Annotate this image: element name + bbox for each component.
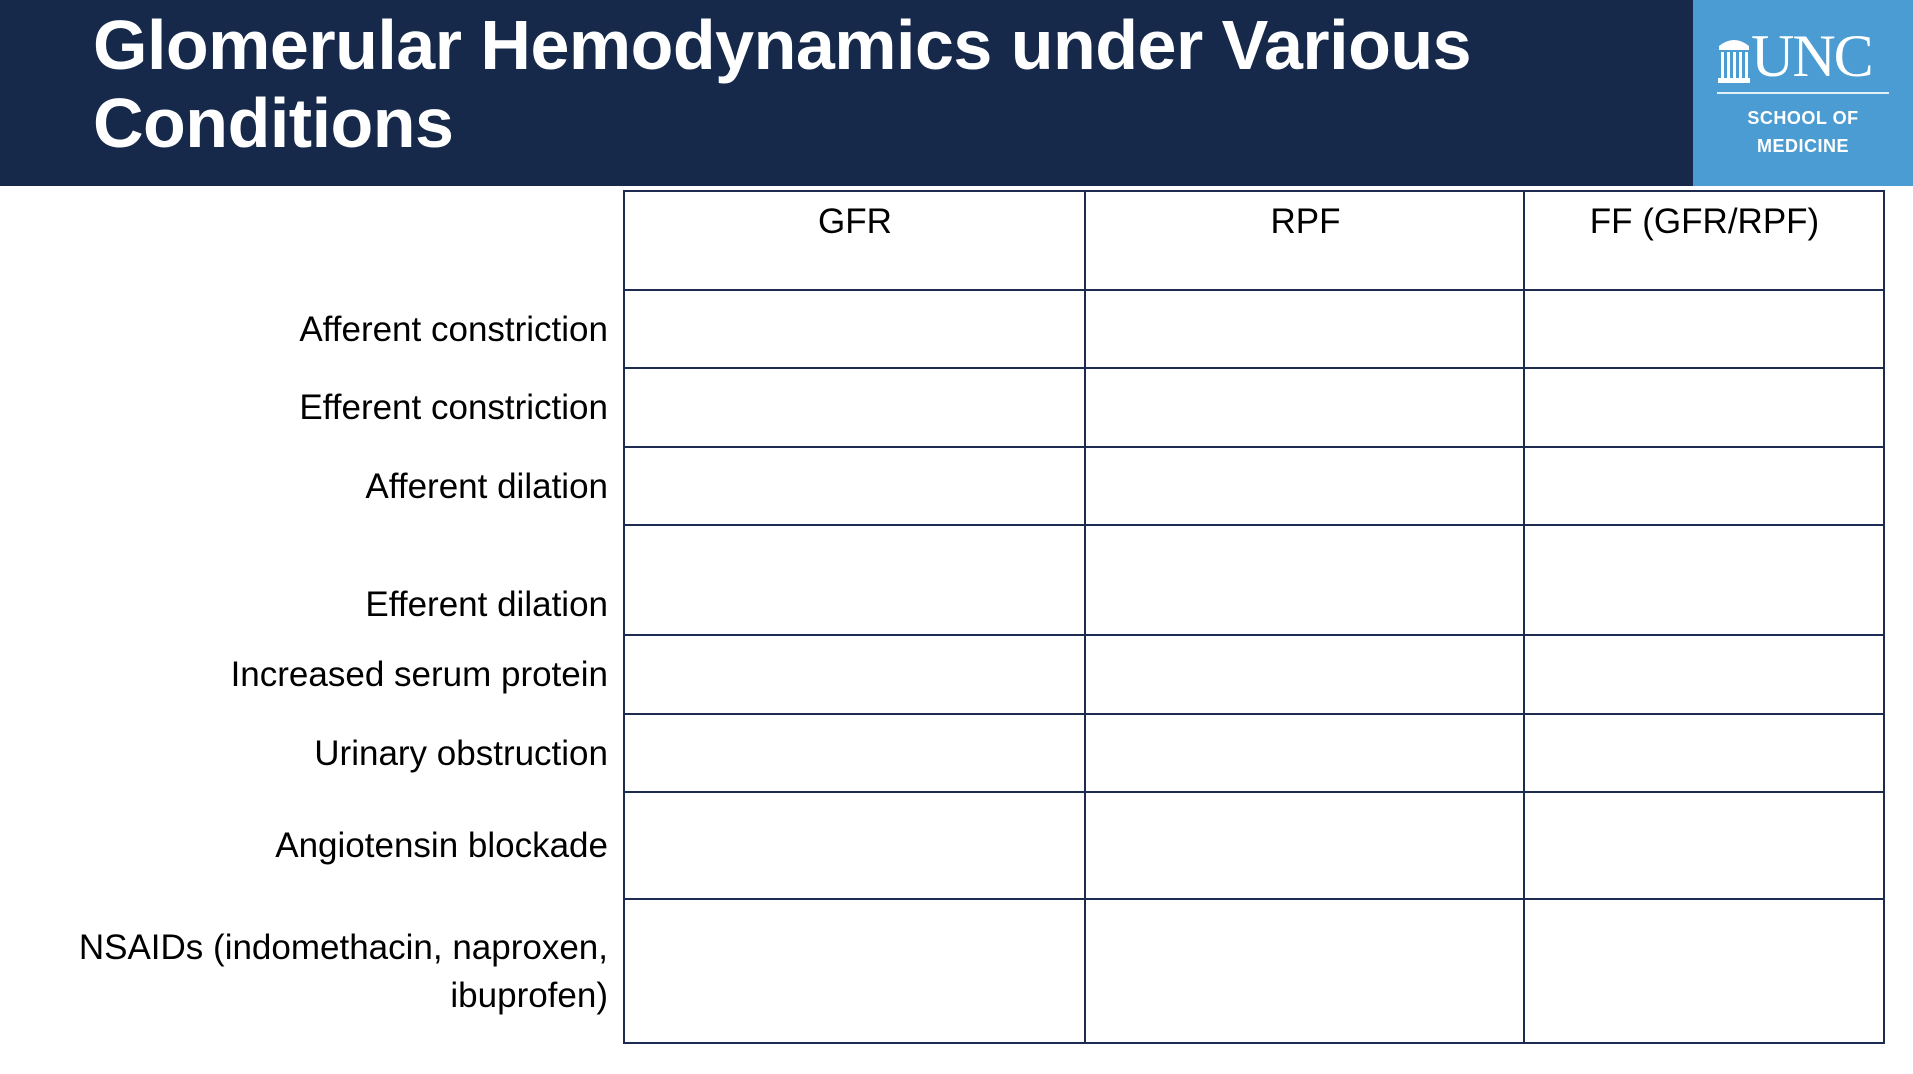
row-label-afferent-constriction: Afferent constriction: [299, 310, 608, 349]
table-column-divider: [1084, 190, 1086, 1044]
row-label-nsaids: NSAIDs (indomethacin, naproxen, ibuprofe…: [79, 924, 608, 1020]
table-border-top: [623, 190, 1885, 192]
title-line-2: Conditions: [93, 84, 454, 162]
table-row-divider: [623, 524, 1885, 526]
row-label-angiotensin-blockade: Angiotensin blockade: [275, 826, 608, 865]
row-label-afferent-dilation: Afferent dilation: [365, 467, 608, 506]
logo-subtitle: SCHOOL OF MEDICINE: [1693, 104, 1913, 160]
table-row-divider: [623, 898, 1885, 900]
row-label-efferent-constriction: Efferent constriction: [299, 388, 608, 427]
slide-title: Glomerular Hemodynamics under Various Co…: [93, 6, 1593, 162]
table-border-bottom: [623, 1042, 1885, 1044]
column-header-rpf: RPF: [1270, 202, 1341, 241]
old-well-icon: [1718, 40, 1750, 83]
unc-school-of-medicine-logo: UNC SCHOOL OF MEDICINE: [1693, 0, 1913, 186]
table-row-divider: [623, 289, 1885, 291]
logo-subtitle-line-2: MEDICINE: [1756, 136, 1849, 156]
hemodynamics-table: [623, 190, 1885, 1044]
table-border-right: [1883, 190, 1885, 1044]
table-row-divider: [623, 634, 1885, 636]
row-label-nsaids-line-2: ibuprofen): [450, 976, 608, 1015]
row-label-increased-serum-protein: Increased serum protein: [230, 655, 608, 694]
table-column-divider: [1523, 190, 1525, 1044]
logo-wordmark: UNC: [1751, 23, 1874, 89]
logo-divider: [1717, 92, 1889, 94]
table-row-divider: [623, 713, 1885, 715]
column-header-ff: FF (GFR/RPF): [1589, 202, 1820, 241]
row-label-efferent-dilation: Efferent dilation: [365, 585, 608, 624]
row-label-urinary-obstruction: Urinary obstruction: [314, 734, 608, 773]
table-row-divider: [623, 791, 1885, 793]
table-row-divider: [623, 367, 1885, 369]
column-header-gfr: GFR: [818, 202, 892, 241]
logo-subtitle-line-1: SCHOOL OF: [1747, 108, 1859, 128]
row-label-nsaids-line-1: NSAIDs (indomethacin, naproxen,: [78, 928, 608, 967]
table-border-left: [623, 190, 625, 1044]
slide-header: Glomerular Hemodynamics under Various Co…: [0, 0, 1913, 186]
table-row-divider: [623, 446, 1885, 448]
title-line-1: Glomerular Hemodynamics under Various: [93, 6, 1472, 84]
